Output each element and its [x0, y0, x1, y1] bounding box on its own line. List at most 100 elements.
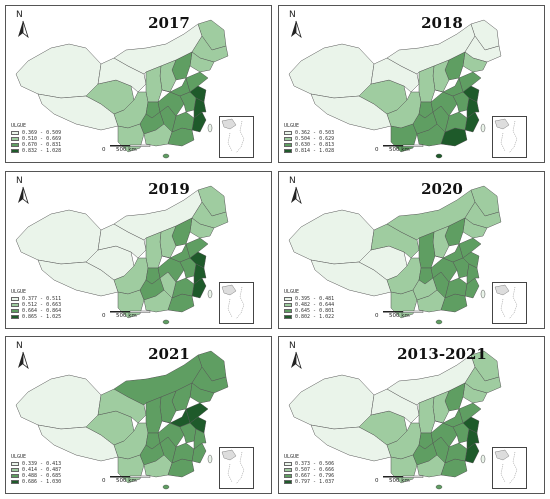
legend: ULGUE 0.339 - 0.413 0.414 - 0.487 0.488 - 0… — [11, 454, 61, 485]
north-arrow-right-half — [295, 351, 302, 370]
region-jiangsu — [462, 416, 480, 434]
legend-swatch — [284, 480, 292, 484]
legend-item: 0.369 - 0.509 — [11, 130, 61, 136]
legend-swatch — [11, 468, 19, 472]
north-arrow-icon — [291, 186, 302, 205]
legend-title: ULGUE — [284, 289, 300, 295]
legend-swatch — [284, 149, 292, 153]
region-taiwan — [480, 289, 486, 299]
legend-label: 0.645 - 0.801 — [295, 308, 335, 314]
legend-item: 0.482 - 0.644 — [284, 302, 334, 308]
north-arrow: N — [288, 10, 304, 40]
north-arrow-left-half — [18, 352, 23, 368]
inset-map — [494, 118, 518, 154]
south-china-sea-inset — [219, 447, 254, 489]
legend-item: 0.377 - 0.511 — [11, 296, 61, 302]
region-shaanxi — [418, 231, 436, 269]
panel-title: 2018 — [421, 14, 463, 32]
legend-label: 0.865 - 1.025 — [22, 314, 62, 320]
legend-item: 0.814 - 1.028 — [284, 148, 334, 154]
legend-title: ULGUE — [11, 123, 27, 129]
scale-bar-dark — [110, 311, 130, 313]
legend-item: 0.488 - 0.685 — [11, 473, 61, 479]
region-shaanxi — [418, 65, 436, 103]
scale-bar-light — [129, 475, 151, 478]
legend-label: 0.488 - 0.685 — [22, 473, 62, 479]
scale-bar-light — [129, 310, 151, 313]
china-map — [15, 185, 229, 325]
north-arrow-left-half — [18, 187, 23, 203]
region-shaanxi — [145, 396, 163, 434]
legend-label: 0.686 - 1.030 — [22, 479, 62, 485]
legend-swatch — [11, 462, 19, 466]
legend-item: 0.686 - 1.030 — [11, 479, 61, 485]
legend-item: 0.339 - 0.413 — [11, 461, 61, 467]
north-arrow-left-half — [18, 21, 23, 37]
scale-bar-light — [402, 310, 424, 313]
china-map — [288, 350, 502, 490]
region-taiwan — [207, 289, 213, 299]
inset-map — [221, 449, 245, 485]
map-panel-2013-2021: 2013-2021 N ULGUE 0.373 - 0.506 0.507 - 0.66… — [278, 336, 545, 494]
legend-title: ULGUE — [284, 454, 300, 460]
inset-map — [494, 284, 518, 320]
panel-title: 2013-2021 — [397, 345, 487, 363]
map-panel-2021: 2021 N ULGUE 0.339 - 0.413 0.414 - 0.487 0.48… — [5, 336, 272, 494]
region-taiwan — [480, 123, 486, 133]
region-xinjiang — [15, 43, 102, 99]
legend-swatch — [11, 480, 19, 484]
north-arrow-label: N — [16, 10, 23, 20]
region-taiwan — [207, 123, 213, 133]
north-arrow-icon — [18, 351, 29, 370]
legend-swatch — [284, 137, 292, 141]
region-xinjiang — [288, 43, 375, 99]
legend-item: 0.507 - 0.666 — [284, 467, 334, 473]
region-zhejiang — [466, 97, 480, 119]
north-arrow-label: N — [289, 10, 296, 20]
scale-bar-dark — [110, 476, 130, 478]
china-map — [288, 19, 502, 159]
legend-label: 0.504 - 0.629 — [295, 136, 335, 142]
legend-swatch — [11, 137, 19, 141]
north-arrow: N — [15, 341, 31, 371]
legend: ULGUE 0.369 - 0.509 0.510 - 0.669 0.670 - 0… — [11, 123, 61, 154]
legend-item: 0.395 - 0.481 — [284, 296, 334, 302]
scale-bar-light — [129, 144, 151, 147]
legend-label: 0.395 - 0.481 — [295, 296, 335, 302]
map-panel-2018: 2018 N ULGUE 0.362 - 0.503 0.504 - 0.629 0.63… — [278, 5, 545, 163]
inset-land — [221, 284, 237, 296]
region-xinjiang — [15, 374, 102, 430]
legend-label: 0.670 - 0.831 — [22, 142, 62, 148]
legend-swatch — [11, 149, 19, 153]
south-china-sea-inset — [219, 116, 254, 158]
inset-land — [221, 449, 237, 461]
legend-swatch — [284, 303, 292, 307]
north-arrow-right-half — [22, 186, 29, 205]
legend-title: ULGUE — [284, 123, 300, 129]
legend-swatch — [284, 297, 292, 301]
inset-dashed-line — [500, 120, 518, 154]
legend-title: ULGUE — [11, 289, 27, 295]
inset-dashed-line — [227, 120, 245, 154]
region-xinjiang — [288, 374, 375, 430]
region-hainan — [162, 153, 170, 159]
panel-title: 2021 — [148, 345, 190, 363]
legend-item: 0.832 - 1.028 — [11, 148, 61, 154]
north-arrow: N — [288, 341, 304, 371]
legend-title: ULGUE — [11, 454, 27, 460]
scale-zero-label: 0 — [102, 313, 106, 319]
legend-label: 0.667 - 0.796 — [295, 473, 335, 479]
scale-bar-dark — [110, 145, 130, 147]
scale-km-label: 500 km — [116, 147, 137, 153]
scale-zero-label: 0 — [375, 313, 379, 319]
inset-land — [221, 118, 237, 130]
north-arrow-label: N — [289, 176, 296, 186]
legend-label: 0.362 - 0.503 — [295, 130, 335, 136]
legend-item: 0.512 - 0.663 — [11, 302, 61, 308]
legend-item: 0.630 - 0.813 — [284, 142, 334, 148]
region-taiwan — [207, 454, 213, 464]
scale-bar-dark — [383, 145, 403, 147]
legend-label: 0.373 - 0.506 — [295, 461, 335, 467]
scale-km-label: 500 km — [116, 313, 137, 319]
scale-km-label: 500 km — [389, 313, 410, 319]
